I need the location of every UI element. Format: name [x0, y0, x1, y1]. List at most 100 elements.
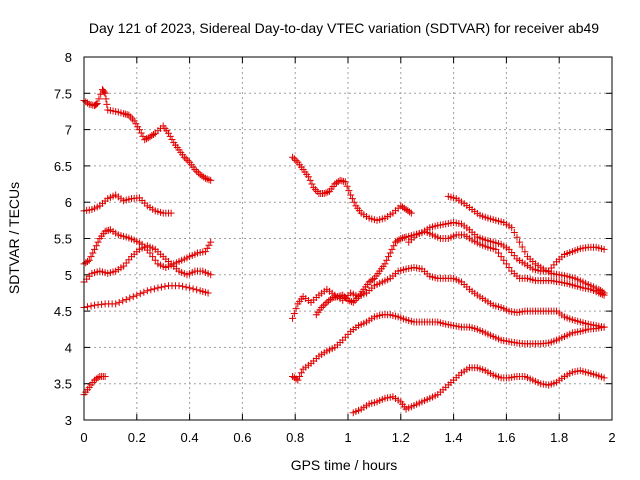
data-point — [404, 207, 412, 215]
data-point — [600, 323, 608, 331]
data-point — [320, 189, 328, 197]
data-point — [101, 89, 109, 97]
data-point — [600, 374, 608, 382]
data-point — [310, 184, 318, 192]
data-point — [166, 132, 174, 140]
data-point — [289, 153, 297, 161]
data-point — [333, 179, 341, 187]
data-point — [508, 224, 516, 232]
data-point — [311, 186, 319, 194]
data-point — [325, 297, 333, 305]
data-point — [388, 245, 396, 253]
data-point — [365, 278, 373, 286]
data-point — [339, 291, 347, 299]
data-point — [175, 282, 183, 290]
y-tick-label: 4.5 — [54, 304, 72, 319]
data-point — [397, 202, 405, 210]
data-point — [91, 376, 99, 384]
data-point — [84, 257, 92, 265]
data-point — [167, 209, 175, 217]
data-point — [292, 157, 300, 165]
data-point — [308, 180, 316, 188]
data-point — [92, 375, 100, 383]
x-tick-label: 2 — [608, 430, 615, 445]
x-tick-label: 1 — [344, 430, 351, 445]
series-track-j — [312, 219, 608, 319]
data-point — [148, 132, 156, 140]
data-point — [133, 291, 141, 299]
data-point — [193, 286, 201, 294]
data-point — [194, 169, 202, 177]
data-point — [143, 287, 151, 295]
data-point — [400, 204, 408, 212]
data-point — [85, 256, 93, 264]
y-tick-label: 5.5 — [54, 232, 72, 247]
data-point — [494, 249, 502, 257]
data-point — [115, 298, 123, 306]
data-point — [502, 260, 510, 268]
data-point — [164, 129, 172, 137]
x-tick-label: 0 — [80, 430, 87, 445]
data-point — [196, 171, 204, 179]
data-point — [126, 294, 134, 302]
data-point — [297, 369, 305, 377]
data-point — [384, 253, 392, 261]
data-point — [112, 300, 120, 308]
data-point — [296, 372, 304, 380]
data-point — [497, 253, 505, 261]
data-point — [87, 253, 95, 261]
data-point — [290, 310, 298, 318]
data-point — [203, 244, 211, 252]
data-point — [290, 155, 298, 163]
data-point — [137, 129, 145, 137]
data-point — [89, 249, 97, 257]
data-point — [150, 130, 158, 138]
y-tick-label: 7.5 — [54, 86, 72, 101]
data-point — [351, 296, 359, 304]
grid — [84, 57, 612, 420]
y-tick-label: 7 — [65, 123, 72, 138]
y-axis: 3 3.5 4 4.5 5 5.5 6 6.5 7 7.5 8 — [54, 50, 612, 428]
data-point — [347, 191, 355, 199]
data-point — [92, 242, 100, 250]
data-point — [597, 287, 605, 295]
data-point — [184, 157, 192, 165]
data-point — [353, 295, 361, 303]
data-point — [518, 243, 526, 251]
data-point — [205, 241, 213, 249]
series-track-m — [349, 364, 608, 417]
data-point — [129, 293, 137, 301]
data-point — [191, 166, 199, 174]
data-point — [600, 289, 608, 297]
data-point — [151, 256, 159, 264]
data-point — [595, 285, 603, 293]
data-point — [290, 374, 298, 382]
plot-frame — [83, 56, 613, 421]
x-axis: 0 0.2 0.4 0.6 0.8 1 1.2 1.4 1.6 1.8 2 — [80, 57, 616, 445]
data-point — [92, 100, 100, 108]
data-point — [130, 117, 138, 125]
data-point — [207, 176, 215, 184]
data-point — [201, 248, 209, 256]
data-point — [157, 283, 165, 291]
x-tick-label: 0.8 — [286, 430, 304, 445]
y-tick-label: 5 — [65, 268, 72, 283]
x-tick-label: 0.2 — [128, 430, 146, 445]
data-point — [322, 189, 330, 197]
data-point — [150, 285, 158, 293]
data-point — [402, 205, 410, 213]
data-point — [392, 238, 400, 246]
data-point — [193, 167, 201, 175]
data-point — [289, 314, 297, 322]
series-track-h — [289, 264, 608, 331]
data-point — [326, 295, 334, 303]
data-point — [180, 153, 188, 161]
data-point — [598, 288, 606, 296]
data-point — [82, 259, 90, 267]
data-point — [198, 172, 206, 180]
data-point — [318, 303, 326, 311]
y-tick-label: 6.5 — [54, 159, 72, 174]
data-point — [95, 95, 103, 103]
series-track-f — [80, 372, 109, 399]
data-point — [201, 174, 209, 182]
